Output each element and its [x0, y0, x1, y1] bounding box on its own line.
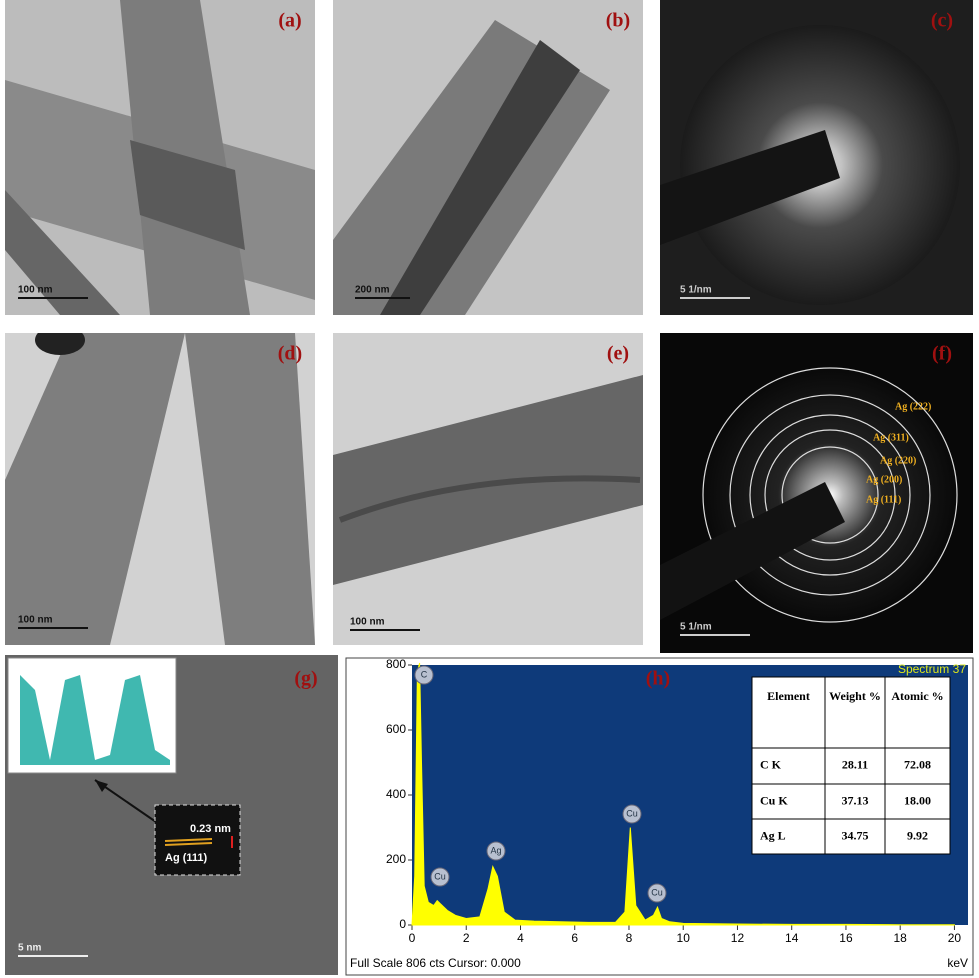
scale-bar-label: 200 nm — [355, 285, 390, 296]
table-header: Weight % — [829, 689, 881, 703]
table-header: Atomic % — [891, 689, 943, 703]
peak-marker — [430, 867, 450, 887]
panel-label: (e) — [607, 343, 629, 365]
panel-label: (f) — [932, 343, 952, 365]
diffraction-f — [660, 333, 973, 653]
ring-label: Ag (111) — [866, 494, 901, 505]
y-tick-label: 200 — [386, 852, 406, 866]
y-tick-label: 600 — [386, 722, 406, 736]
scale-bar-label: 100 nm — [18, 615, 53, 626]
tem-image-b — [333, 0, 643, 315]
table-cell: 34.75 — [842, 828, 869, 842]
table-bg — [751, 676, 951, 855]
ring-label: Ag (311) — [873, 432, 909, 443]
y-tick-label: 0 — [399, 917, 406, 931]
x-tick-label: 6 — [571, 931, 578, 945]
panel-label: (b) — [606, 10, 630, 32]
table-cell: 72.08 — [904, 757, 931, 771]
x-tick-label: 18 — [894, 931, 908, 945]
x-tick-label: 20 — [948, 931, 962, 945]
scale-bar-label: 5 1/nm — [680, 622, 712, 633]
peak-marker — [647, 883, 667, 903]
scale-bar-label: 5 1/nm — [680, 285, 712, 296]
peak-label: Ag — [490, 845, 501, 855]
peak-label: Cu — [434, 871, 446, 881]
footer: Full Scale 806 cts Cursor: 0.000 — [350, 956, 521, 970]
tem-image-e — [333, 333, 643, 645]
spectrum — [411, 662, 956, 926]
y-tick-label: 400 — [386, 787, 406, 801]
panel-label: (a) — [278, 10, 301, 32]
table-cell: C K — [760, 757, 782, 771]
ring-label: Ag (200) — [866, 474, 902, 485]
panel-label: (c) — [931, 10, 953, 32]
inset-spacing: 0.23 nm — [190, 823, 231, 835]
panel-label: (h) — [646, 668, 670, 690]
panel-label: (d) — [278, 343, 302, 365]
table-cell: 28.11 — [842, 757, 868, 771]
peak-label: Cu — [651, 887, 663, 897]
x-tick-label: 14 — [785, 931, 799, 945]
peak-marker — [622, 804, 642, 824]
table-cell: Ag L — [760, 828, 786, 842]
peak-marker — [414, 665, 434, 685]
diffraction-c — [660, 0, 973, 315]
x-tick-label: 8 — [626, 931, 633, 945]
x-tick-label: 12 — [731, 931, 745, 945]
scale-bar-label: 100 nm — [18, 285, 53, 296]
table-cell: Cu K — [760, 793, 788, 807]
x-axis-label: keV — [947, 956, 968, 970]
table-cell: 18.00 — [904, 793, 931, 807]
table-cell: 9.92 — [907, 828, 928, 842]
panel-label: (g) — [294, 668, 317, 690]
table-cell: 37.13 — [842, 793, 869, 807]
y-tick-label: 800 — [386, 657, 406, 671]
scale-bar-label: 5 nm — [18, 943, 41, 954]
inset-plane: Ag (111) — [165, 852, 208, 864]
peak-marker — [486, 841, 506, 861]
peak-label: Cu — [626, 808, 638, 818]
ring-label: Ag (222) — [895, 401, 931, 412]
hrtem-g — [5, 655, 338, 975]
x-tick-label: 0 — [409, 931, 416, 945]
table-header: Element — [767, 689, 810, 703]
x-tick-label: 10 — [677, 931, 691, 945]
ring-label: Ag (220) — [880, 455, 916, 466]
tem-image-a — [5, 0, 315, 315]
peak-label: C — [421, 669, 428, 679]
x-tick-label: 16 — [839, 931, 853, 945]
tem-image-d — [5, 333, 315, 645]
x-tick-label: 4 — [517, 931, 524, 945]
spectrum-title: Spectrum 37 — [898, 662, 966, 676]
x-tick-label: 2 — [463, 931, 470, 945]
scale-bar-label: 100 nm — [350, 617, 385, 628]
